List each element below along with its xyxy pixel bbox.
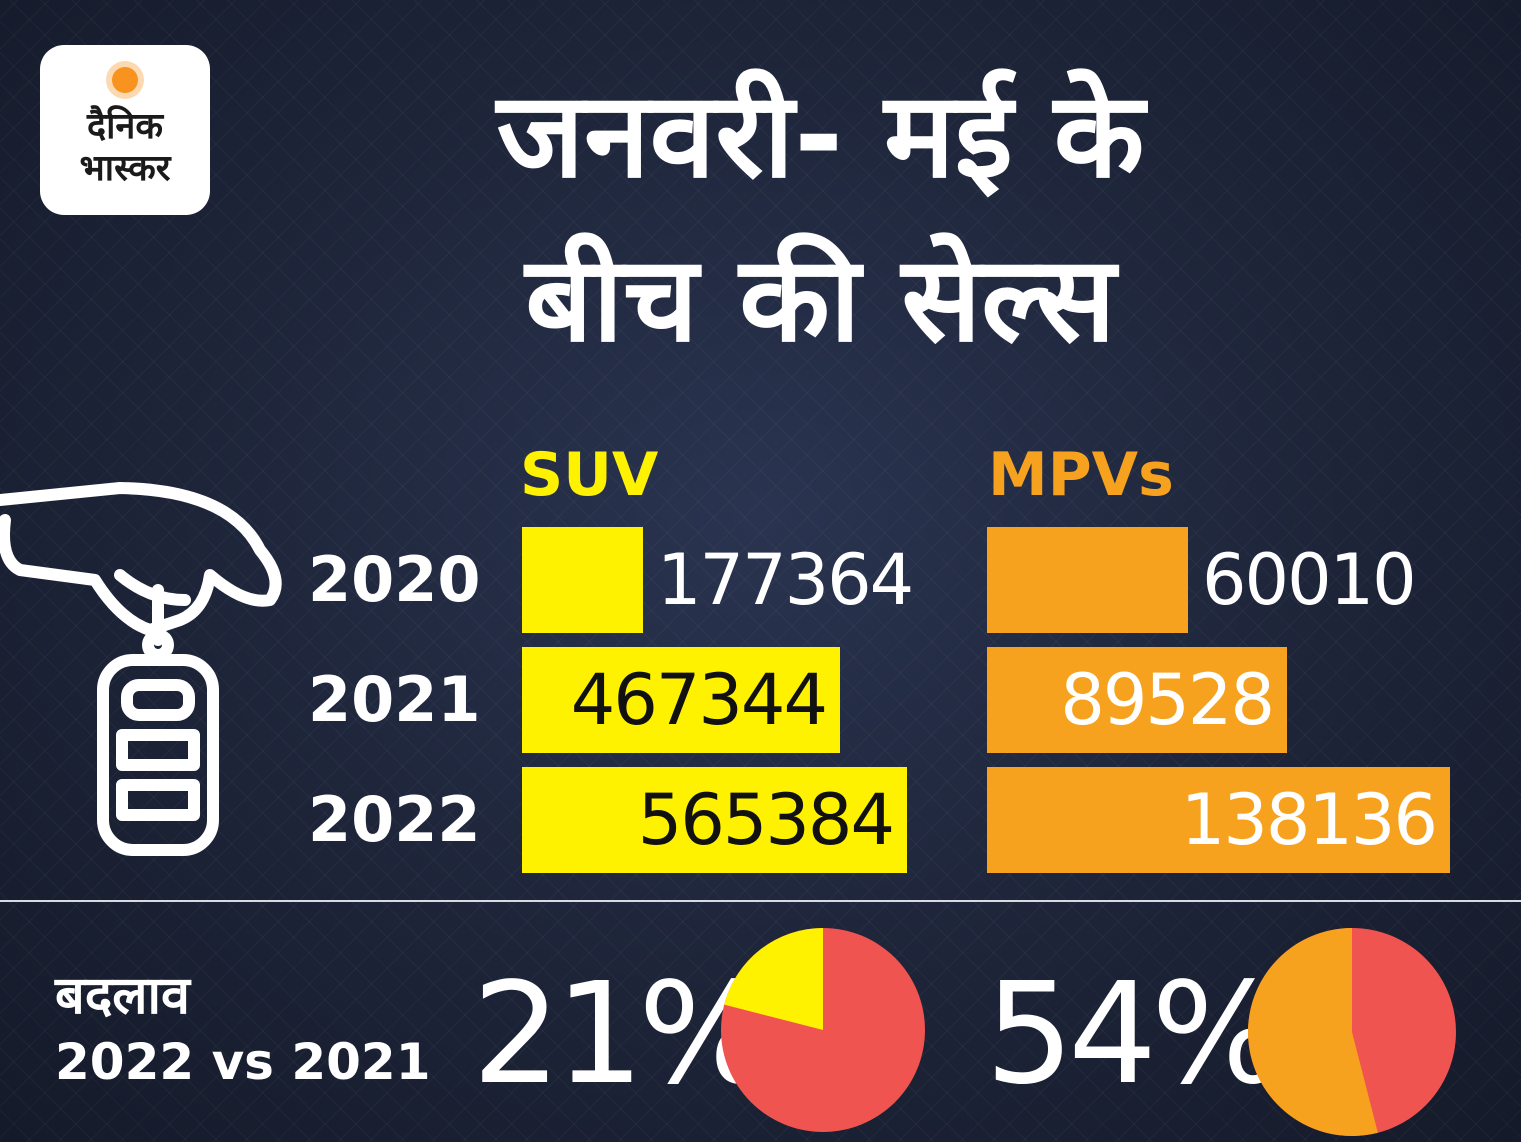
pie-chart-suv <box>721 928 925 1132</box>
value-label-mpv-2020: 60010 <box>1202 539 1417 621</box>
bar-mpv-2020 <box>987 527 1188 633</box>
comparison-label: 2022 vs 2021 <box>55 1033 431 1091</box>
value-label-suv-2022: 565384 <box>637 779 895 861</box>
value-label-mpv-2022: 138136 <box>1180 779 1438 861</box>
value-label-suv-2020: 177364 <box>657 539 914 621</box>
sun-logo-icon <box>112 67 138 93</box>
pie-slice-mpv-change <box>1248 928 1378 1136</box>
title-line-2: बीच की सेल्स <box>525 230 1116 368</box>
pie-slice-suv-change <box>724 928 823 1030</box>
year-label-2020: 2020 <box>308 543 481 616</box>
bar-mpv-2021 <box>987 647 1287 753</box>
car-key-hand-icon <box>0 482 282 856</box>
divider-line <box>0 900 1521 902</box>
year-label-2021: 2021 <box>308 663 481 736</box>
title-line-1: जनवरी- मई के <box>496 66 1145 204</box>
change-label: बदलाव <box>55 966 190 1026</box>
year-label-2022: 2022 <box>308 783 481 856</box>
bar-suv-2021 <box>522 647 840 753</box>
series-heading-mpv: MPVs <box>988 440 1174 510</box>
bar-mpv-2022 <box>987 767 1450 873</box>
pie-chart-mpv <box>1248 928 1456 1136</box>
bar-suv-2022 <box>522 767 907 873</box>
bar-suv-2020 <box>522 527 643 633</box>
logo-line-1: दैनिक <box>86 106 164 147</box>
dainik-bhaskar-logo: दैनिक भास्कर <box>40 45 210 215</box>
change-percent-mpv: 54% <box>985 953 1284 1116</box>
value-label-suv-2021: 467344 <box>570 659 828 741</box>
value-label-mpv-2021: 89528 <box>1060 659 1275 741</box>
logo-line-2: भास्कर <box>79 148 171 189</box>
series-heading-suv: SUV <box>520 440 659 510</box>
